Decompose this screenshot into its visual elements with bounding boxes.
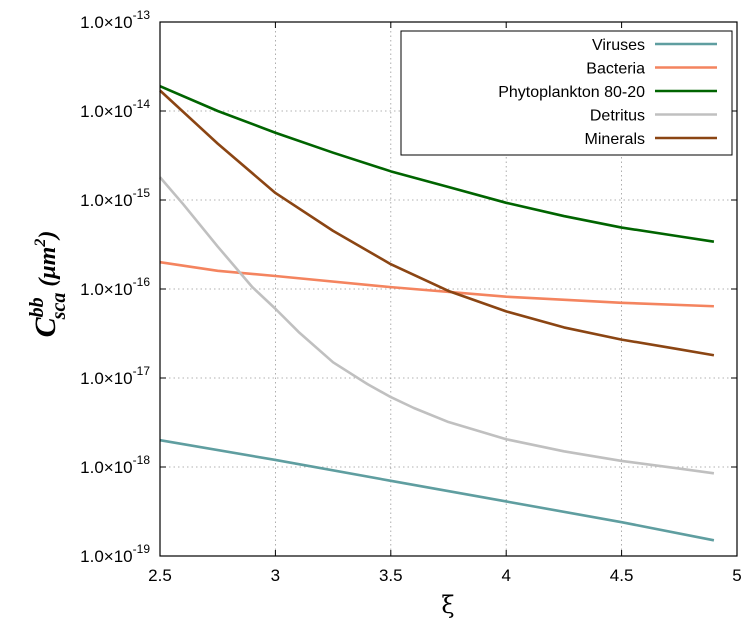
svg-text:Cbbsca (μm2): Cbbsca (μm2): [26, 231, 70, 338]
x-axis-label: ξ: [441, 591, 454, 619]
legend: Viruses Bacteria Phytoplankton 80-20 Detrit…: [400, 30, 733, 156]
y-tick-label: 1.0×10-14: [80, 97, 150, 121]
y-label-superscript: bb: [26, 297, 48, 317]
x-tick-label: 2.5: [148, 566, 172, 585]
x-axis-ticks: 2.5 3 3.5 4 4.5 5: [148, 22, 741, 585]
y-label-unit: (μm: [35, 247, 61, 293]
legend-label: Detritus: [590, 108, 645, 125]
legend-label: Bacteria: [586, 61, 645, 78]
y-axis-label: Cbbsca (μm2): [26, 231, 70, 338]
y-label-symbol: C: [29, 316, 62, 337]
y-label-unit-power: 2: [32, 239, 49, 248]
legend-label: Minerals: [585, 131, 645, 148]
legend-label: Phytoplankton 80-20: [498, 84, 645, 101]
x-tick-label: 4.5: [610, 566, 634, 585]
y-tick-label: 1.0×10-16: [80, 275, 150, 299]
series-line-viruses: [159, 438, 715, 542]
y-label-subscript: sca: [48, 293, 70, 321]
y-tick-label: 1.0×10-13: [80, 8, 150, 32]
y-axis-ticks: 1.0×10-19 1.0×10-18 1.0×10-17 1.0×10-16 1.0×…: [80, 8, 737, 566]
x-tick-label: 3: [271, 566, 280, 585]
y-tick-label: 1.0×10-17: [80, 364, 150, 388]
series-lines: [159, 84, 715, 542]
x-tick-label: 4: [501, 566, 510, 585]
series-line-bacteria: [159, 260, 714, 308]
legend-label: Viruses: [592, 37, 645, 54]
legend-box: [400, 30, 733, 156]
y-tick-label: 1.0×10-15: [80, 186, 150, 210]
series-line-detritus: [159, 176, 715, 475]
series-line-phytoplankton-80-20: [159, 84, 715, 243]
x-tick-label: 3.5: [379, 566, 403, 585]
x-tick-label: 5: [732, 566, 741, 585]
y-tick-label: 1.0×10-18: [80, 453, 150, 477]
series-line-minerals: [159, 89, 715, 357]
y-tick-label: 1.0×10-19: [80, 542, 150, 566]
y-label-unit-close: ): [35, 231, 61, 241]
